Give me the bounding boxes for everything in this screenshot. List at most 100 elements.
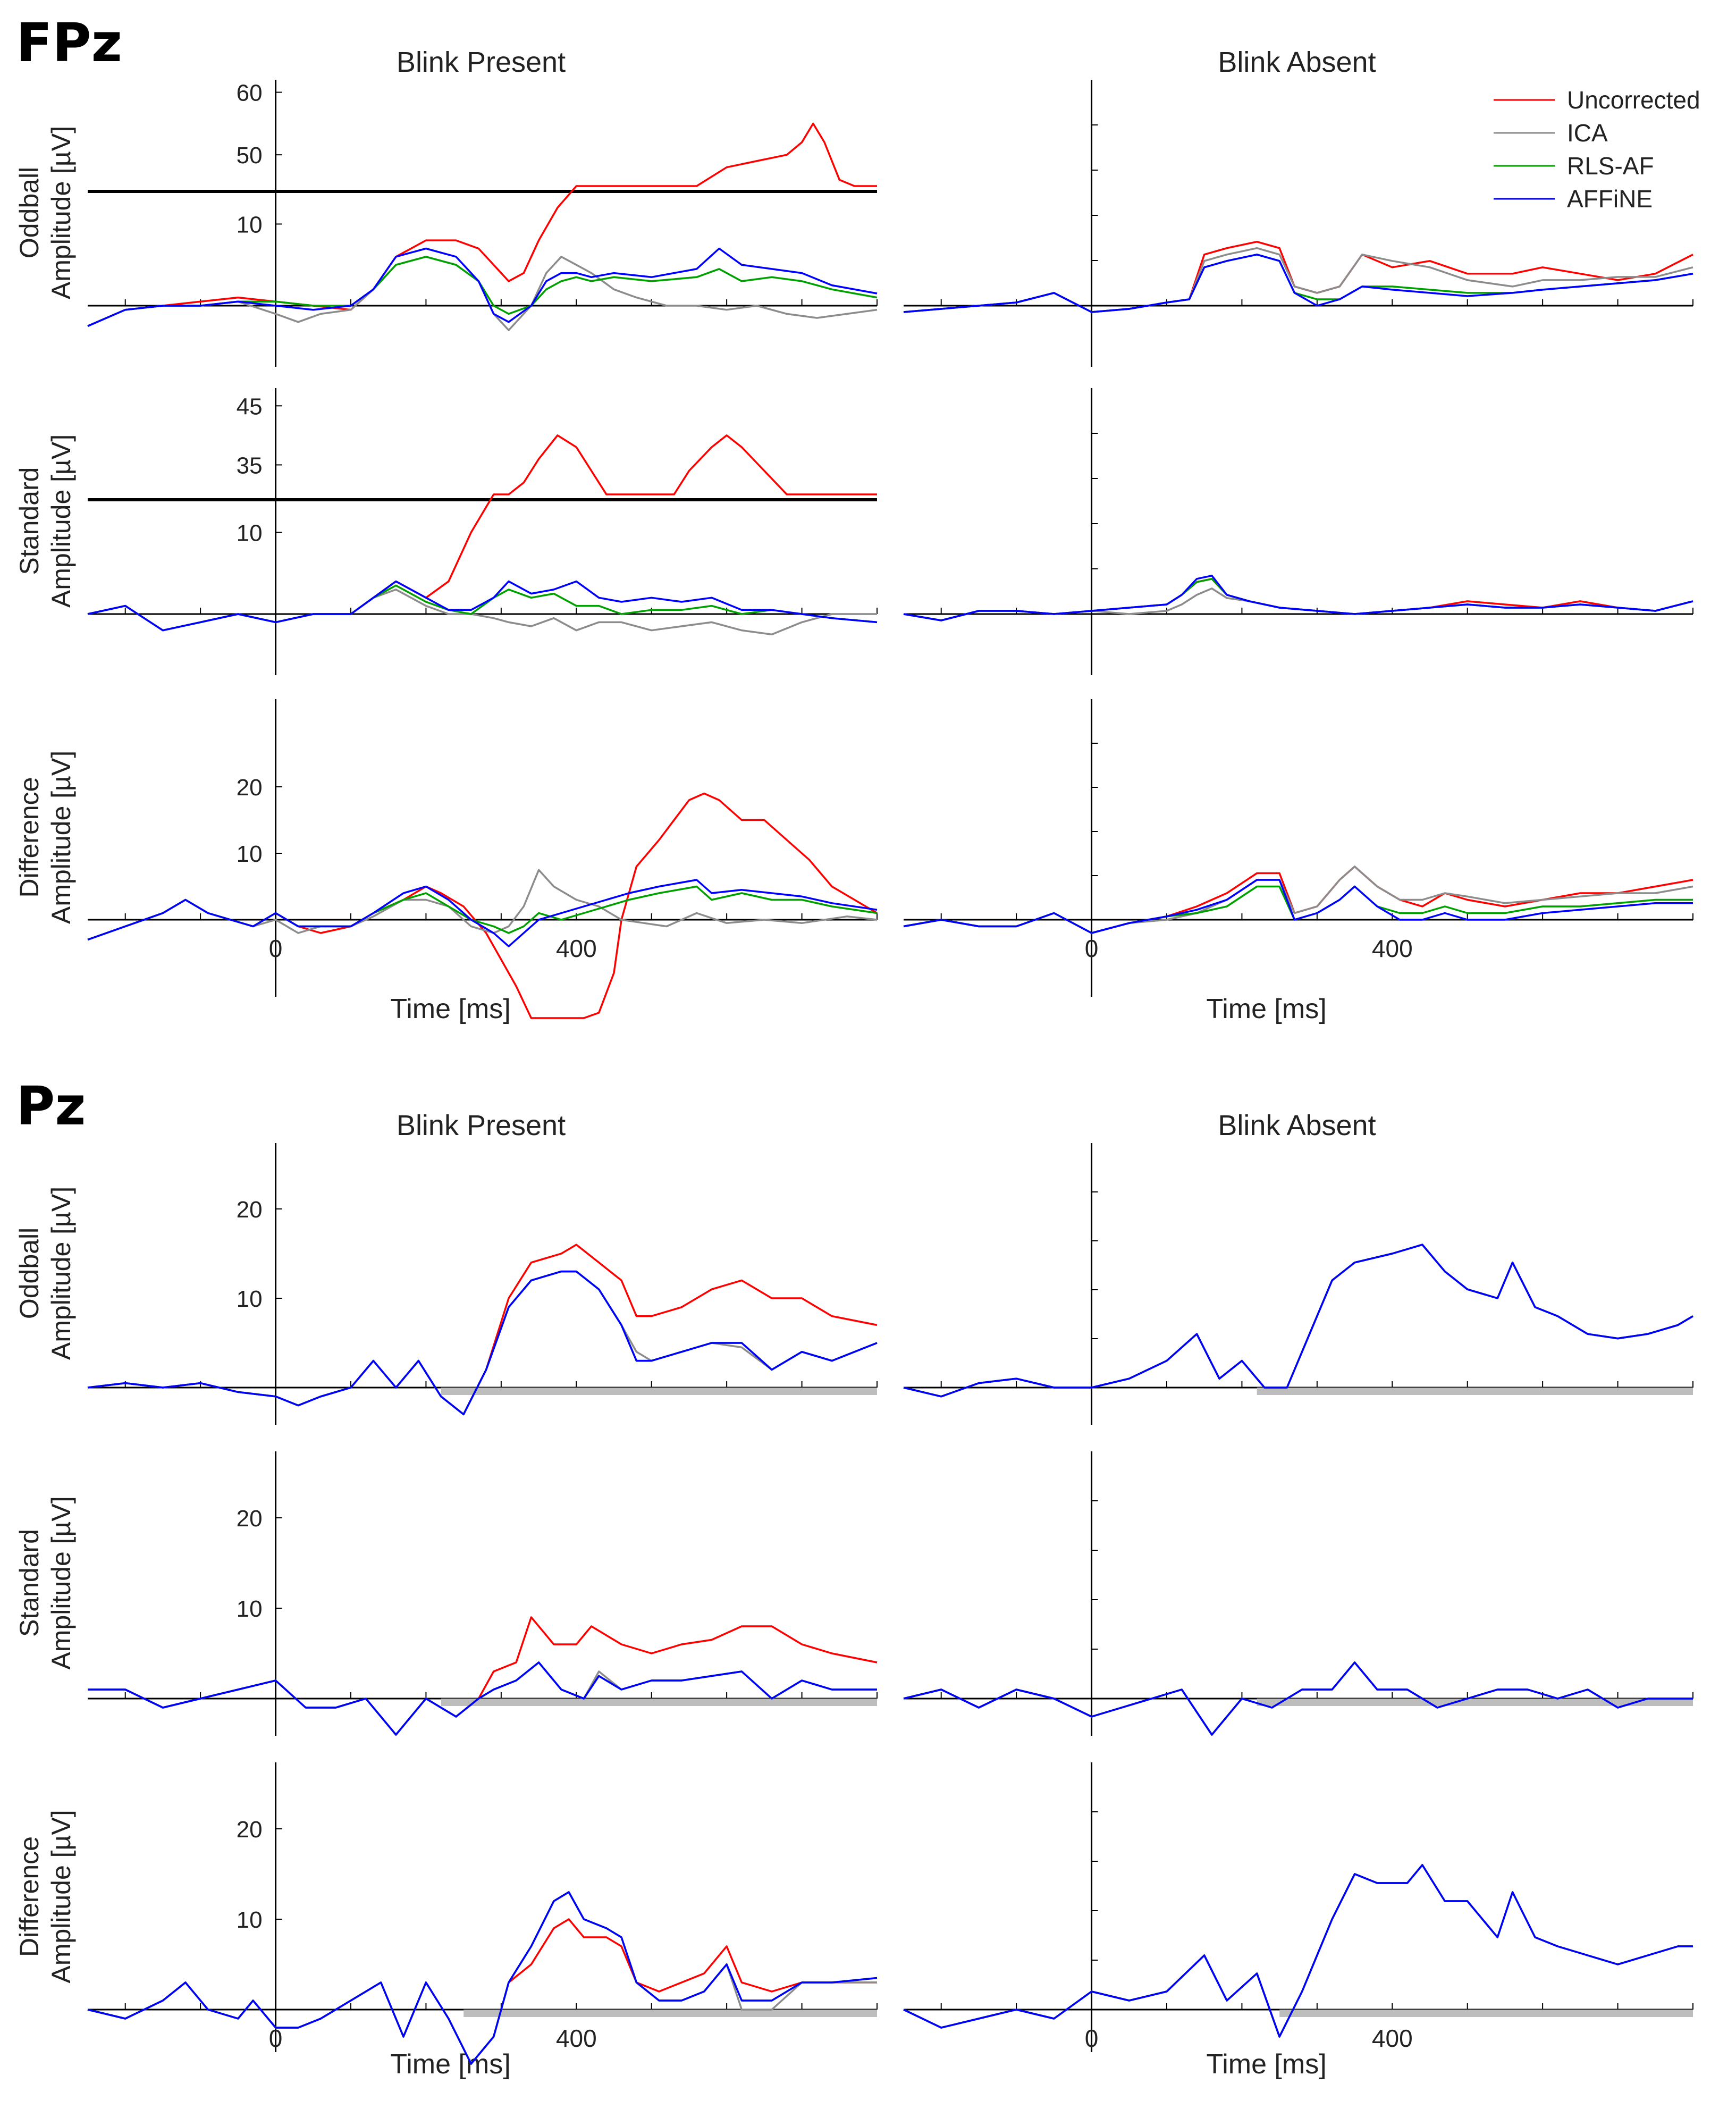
panel-pz-difference-blink-present-y-tick-label: 20 — [237, 1817, 263, 1843]
panel-pz-oddball-blink-present-y-tick-label: 10 — [237, 1286, 263, 1312]
panel-pz-difference-blink-absent: 0 400 Time [ms] — [903, 1762, 1693, 2080]
panel-fpz-difference-blink-absent-series-ica — [903, 866, 1693, 934]
panel-pz-difference-blink-absent-significance-bar — [1279, 2010, 1693, 2017]
panel-fpz-oddball-blink-present-y-tick-label: 10 — [237, 212, 263, 238]
column-title-fpz-blink-absent: Blink Absent — [1218, 46, 1376, 78]
panel-fpz-difference-blink-absent-series-affine — [903, 879, 1693, 934]
panel-fpz-oddball-blink-present-series-affine — [87, 247, 878, 327]
panel-fpz-difference-blink-present-series-affine — [87, 879, 878, 947]
panel-fpz-oddball-blink-absent-series-affine — [903, 254, 1693, 313]
panel-fpz-difference-blink-present-x-tick-label: 400 — [556, 935, 597, 962]
panel-fpz-oddball-blink-absent-series-ica — [903, 247, 1693, 313]
panel-fpz-difference-blink-absent-series-uncorrected — [903, 866, 1693, 934]
panel-pz-standard-blink-present-ylabel: Amplitude [µV] — [46, 1496, 76, 1669]
panel-pz-difference-blink-present-significance-bar — [464, 2010, 877, 2017]
panel-fpz-standard-blink-present-ylabel: Amplitude [µV] — [46, 434, 76, 608]
panel-pz-difference-blink-present-series-uncorrected — [87, 1918, 877, 2065]
panel-fpz-difference-blink-present-y-tick-label: 10 — [237, 841, 263, 867]
panel-pz-standard-blink-absent — [903, 1451, 1693, 1736]
panel-fpz-oddball-blink-present: 10 50 60 Oddball Amplitude [µV] — [14, 80, 878, 367]
panel-pz-standard-blink-present: 10 20 Standard Amplitude [µV] — [14, 1451, 878, 1736]
panel-fpz-standard-blink-present-series-affine — [87, 580, 878, 632]
legend-label-rls-af: RLS-AF — [1567, 152, 1654, 180]
panel-pz-oddball-blink-present-row-name: Oddball — [14, 1228, 44, 1319]
section-label-pz: Pz — [16, 1075, 86, 1137]
panel-fpz-oddball-blink-present-series-rls-af — [87, 256, 878, 327]
panel-fpz-standard-blink-absent-series-affine — [903, 575, 1693, 621]
panel-fpz-oddball-blink-absent-series-rls-af — [903, 254, 1693, 313]
panel-pz-oddball-blink-absent-series-affine — [903, 1243, 1693, 1398]
panel-fpz-oddball-blink-present-series-ica — [87, 256, 878, 331]
panel-pz-oddball-blink-present-series-affine — [87, 1270, 878, 1416]
panel-pz-standard-blink-present-y-tick-label: 20 — [237, 1506, 263, 1532]
panel-fpz-oddball-blink-present-ylabel: Amplitude [µV] — [46, 126, 76, 299]
panel-pz-oddball-blink-present-ylabel: Amplitude [µV] — [46, 1187, 76, 1360]
panel-fpz-standard-blink-present: 10 35 45 Standard Amplitude [µV] — [14, 388, 878, 675]
panel-pz-oddball-blink-present-significance-bar — [441, 1388, 877, 1395]
legend-label-ica: ICA — [1567, 119, 1608, 147]
column-title-pz-blink-present: Blink Present — [397, 1110, 566, 1141]
panel-fpz-oddball-blink-present-y-tick-label: 50 — [237, 142, 263, 169]
panel-fpz-difference-blink-absent-x-tick-label: 400 — [1372, 935, 1413, 962]
panel-fpz-difference-blink-present-row-name: Difference — [14, 777, 44, 898]
panel-fpz-standard-blink-present-y-tick-label: 45 — [237, 393, 263, 419]
panel-fpz-standard-blink-present-row-name: Standard — [14, 467, 44, 575]
panel-pz-difference-blink-absent-x-tick-label: 0 — [1085, 2024, 1099, 2052]
panel-pz-oddball-blink-absent-series-uncorrected — [903, 1243, 1693, 1398]
panel-pz-oddball-blink-absent-series-ica — [903, 1243, 1693, 1398]
panel-fpz-oddball-blink-present-row-name: Oddball — [14, 167, 44, 258]
panel-fpz-difference-blink-present-xlabel: Time [ms] — [390, 994, 510, 1024]
panel-fpz-standard-blink-present-y-tick-label: 35 — [237, 452, 263, 478]
panel-fpz-difference-blink-present-series-uncorrected — [87, 792, 878, 1019]
panel-pz-difference-blink-present-x-tick-label: 400 — [556, 2024, 597, 2052]
panel-fpz-oddball-blink-absent — [903, 80, 1693, 367]
panel-fpz-difference-blink-absent: 0 400 Time [ms] — [903, 699, 1693, 1024]
panel-fpz-standard-blink-present-series-rls-af — [87, 584, 878, 632]
panel-pz-difference-blink-present-series-affine — [87, 1891, 878, 2065]
panel-pz-standard-blink-absent-significance-bar — [1257, 1699, 1693, 1706]
panel-pz-difference-blink-absent-xlabel: Time [ms] — [1206, 2049, 1326, 2080]
panel-pz-oddball-blink-absent-significance-bar — [1257, 1388, 1693, 1395]
panel-fpz-oddball-blink-present-series-uncorrected — [87, 122, 877, 327]
panel-pz-difference-blink-present-y-tick-label: 10 — [237, 1907, 263, 1933]
panel-fpz-standard-blink-present-y-tick-label: 10 — [237, 520, 263, 546]
panel-fpz-difference-blink-present-x-tick-label: 0 — [269, 935, 283, 962]
panel-pz-oddball-blink-absent-series-rls-af — [903, 1243, 1693, 1398]
panel-pz-difference-blink-present-series-ica — [87, 1891, 877, 2065]
panel-fpz-standard-blink-present-series-uncorrected — [87, 434, 877, 632]
panel-pz-standard-blink-present-significance-bar — [441, 1699, 877, 1706]
panel-fpz-oddball-blink-present-y-tick-label: 60 — [237, 80, 263, 106]
panel-pz-standard-blink-present-series-affine — [88, 1661, 877, 1736]
legend: Uncorrected ICA RLS-AF AFFiNE — [1494, 86, 1700, 213]
panel-fpz-difference-blink-present-series-rls-af — [87, 885, 878, 941]
panel-fpz-difference-blink-absent-xlabel: Time [ms] — [1206, 994, 1326, 1024]
panel-pz-oddball-blink-present: 10 20 Oddball Amplitude [µV] — [14, 1143, 878, 1425]
legend-label-affine: AFFiNE — [1567, 185, 1653, 213]
panel-pz-difference-blink-present-xlabel: Time [ms] — [390, 2049, 510, 2080]
panel-fpz-difference-blink-present: 10 20 Difference Amplitude [µV] 0 400 Time [ms… — [14, 699, 878, 1024]
panel-pz-difference-blink-present-series-rls-af — [87, 1891, 878, 2065]
column-title-pz-blink-absent: Blink Absent — [1218, 1110, 1376, 1141]
panel-pz-difference-blink-absent-series-affine — [903, 1864, 1693, 2038]
panel-fpz-difference-blink-absent-x-tick-label: 0 — [1085, 935, 1099, 962]
panel-pz-oddball-blink-present-y-tick-label: 20 — [237, 1197, 263, 1223]
panel-pz-standard-blink-present-series-uncorrected — [88, 1616, 878, 1736]
panel-pz-oddball-blink-absent — [903, 1143, 1693, 1425]
panel-pz-difference-blink-absent-x-tick-label: 400 — [1372, 2024, 1413, 2052]
panel-fpz-difference-blink-present-ylabel: Amplitude [µV] — [46, 751, 76, 924]
panel-pz-difference-blink-present: 10 20 Difference Amplitude [µV] 0 400 Time [ms… — [14, 1762, 878, 2080]
panel-pz-standard-blink-absent-series-affine — [903, 1661, 1693, 1736]
panel-pz-standard-blink-present-row-name: Standard — [14, 1529, 44, 1637]
section-label-fpz: FPz — [16, 12, 122, 74]
panel-pz-difference-blink-present-ylabel: Amplitude [µV] — [46, 1810, 76, 1983]
panel-fpz-difference-blink-present-y-tick-label: 20 — [237, 775, 263, 801]
panel-pz-difference-blink-present-x-tick-label: 0 — [269, 2024, 283, 2052]
panel-pz-standard-blink-present-y-tick-label: 10 — [237, 1596, 263, 1622]
panel-fpz-difference-blink-present-series-ica — [87, 869, 878, 941]
legend-label-uncorrected: Uncorrected — [1567, 86, 1700, 114]
panel-pz-difference-blink-present-row-name: Difference — [14, 1836, 44, 1957]
panel-fpz-standard-blink-absent — [903, 388, 1693, 675]
column-title-fpz-blink-present: Blink Present — [397, 46, 566, 78]
